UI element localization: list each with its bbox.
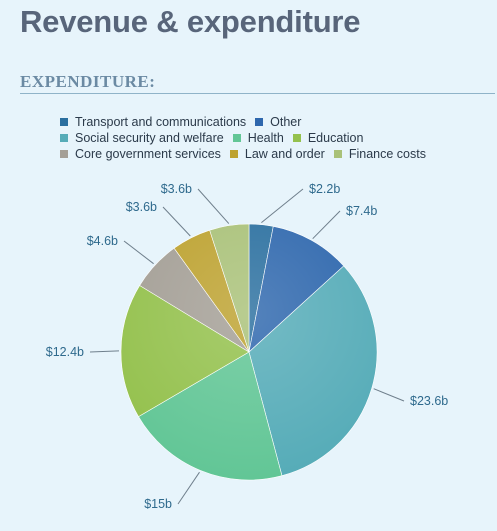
data-label: $3.6b: [161, 182, 192, 196]
leader-line: [89, 350, 120, 353]
legend-label-finance-costs: Finance costs: [348, 147, 426, 161]
leader-line: [162, 206, 191, 237]
legend-item-health: Health: [232, 131, 284, 145]
legend-swatch-other: [255, 118, 264, 126]
leader-line: [197, 188, 230, 224]
legend-item-education: Education: [292, 131, 364, 145]
legend-item-finance-costs: Finance costs: [333, 147, 426, 161]
legend-row: Transport and communications Other: [60, 114, 490, 130]
section-divider: [20, 93, 495, 94]
legend-row: Social security and welfare Health Educa…: [60, 130, 490, 146]
leader-line: [261, 188, 304, 223]
data-label: $15b: [144, 497, 172, 511]
data-label: $12.4b: [46, 345, 84, 359]
legend-item-law-order: Law and order: [229, 147, 325, 161]
leader-line: [312, 210, 341, 240]
section-title: EXPENDITURE:: [20, 72, 156, 91]
legend-swatch-law-order: [229, 150, 238, 158]
legend-label-education: Education: [307, 131, 364, 145]
data-label: $4.6b: [87, 234, 118, 248]
legend-label-other: Other: [270, 115, 302, 129]
legend-swatch-social-security: [60, 134, 68, 142]
legend-label-health: Health: [247, 131, 284, 145]
legend-swatch-core-government: [60, 150, 68, 158]
legend-swatch-education: [292, 134, 301, 142]
legend-item-core-government: Core government services: [60, 147, 221, 161]
legend-item-transport: Transport and communications: [60, 115, 246, 129]
data-label: $7.4b: [346, 204, 377, 218]
leader-line: [373, 388, 405, 402]
leader-line: [123, 240, 154, 265]
chart-legend: Transport and communications Other Socia…: [60, 114, 490, 162]
legend-swatch-health: [232, 134, 241, 142]
legend-swatch-transport: [60, 118, 68, 126]
data-label: $23.6b: [410, 394, 448, 408]
data-label: $2.2b: [309, 182, 340, 196]
data-label: $3.6b: [126, 200, 157, 214]
leader-line: [177, 471, 200, 505]
page-title: Revenue & expenditure: [20, 4, 361, 39]
legend-label-transport: Transport and communications: [75, 115, 247, 129]
legend-row: Core government services Law and order F…: [60, 146, 490, 162]
legend-label-core-government: Core government services: [75, 147, 221, 161]
legend-label-social-security: Social security and welfare: [75, 131, 224, 145]
legend-item-social-security: Social security and welfare: [60, 131, 224, 145]
legend-label-law-order: Law and order: [244, 147, 325, 161]
legend-item-other: Other: [255, 115, 301, 129]
legend-swatch-finance-costs: [333, 150, 342, 158]
